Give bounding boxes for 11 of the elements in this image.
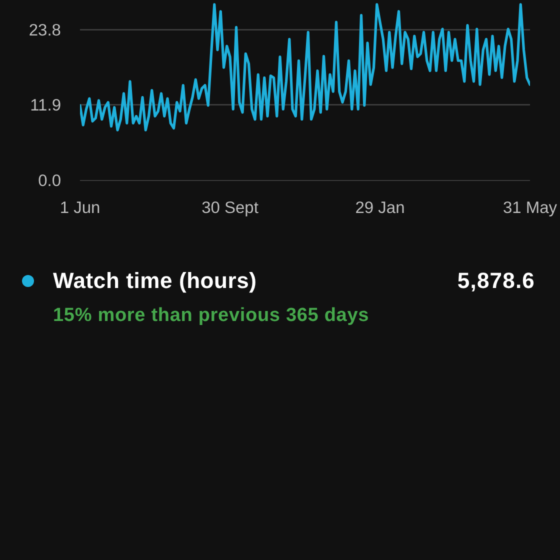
y-tick-label: 0.0 bbox=[38, 172, 61, 190]
legend-label: Watch time (hours) bbox=[53, 267, 257, 294]
x-tick-label: 29 Jan bbox=[355, 199, 405, 217]
line-series bbox=[80, 3, 530, 132]
text: 15% more than previous 365 days bbox=[53, 304, 370, 328]
text: 5,878.6 bbox=[457, 267, 535, 294]
x-tick-label: 30 Sept bbox=[202, 199, 259, 217]
y-tick-label: 23.8 bbox=[28, 21, 61, 40]
y-tick-label: 11.9 bbox=[30, 96, 61, 115]
x-tick-label: 31 May bbox=[502, 199, 558, 217]
x-tick-label: 1 Jun bbox=[60, 199, 100, 217]
